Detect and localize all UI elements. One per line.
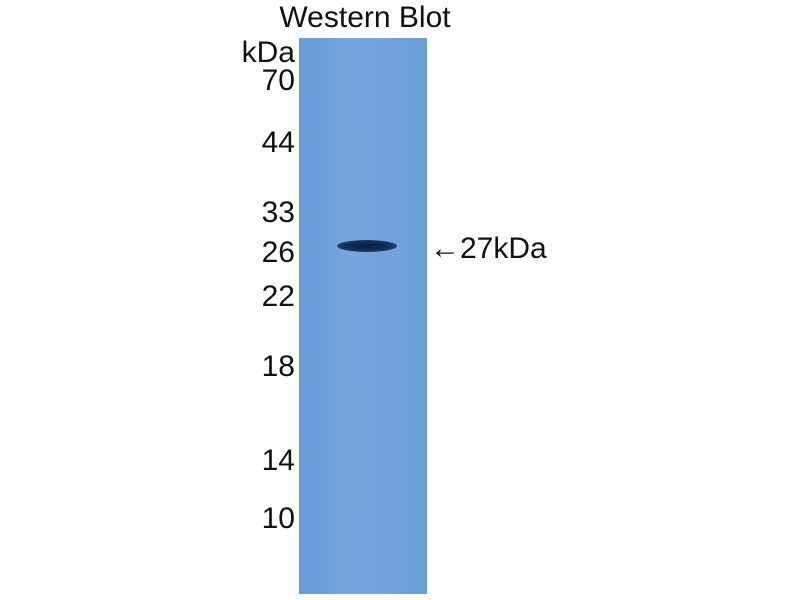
band-annotation: ←27kDa: [430, 234, 547, 264]
marker-26: 26: [261, 236, 295, 269]
marker-10: 10: [261, 502, 295, 535]
marker-22: 22: [261, 280, 295, 313]
left-arrow-icon: ←: [430, 232, 460, 265]
membrane-lane: [299, 38, 427, 594]
protein-band: [337, 240, 397, 252]
marker-70: 70: [261, 64, 295, 97]
marker-18: 18: [261, 350, 295, 383]
marker-33: 33: [261, 196, 295, 229]
unit-label: kDa: [241, 36, 295, 69]
marker-44: 44: [261, 126, 295, 159]
blot-title: Western Blot: [279, 1, 451, 34]
marker-14: 14: [261, 444, 295, 477]
band-size-label: 27kDa: [460, 232, 547, 265]
